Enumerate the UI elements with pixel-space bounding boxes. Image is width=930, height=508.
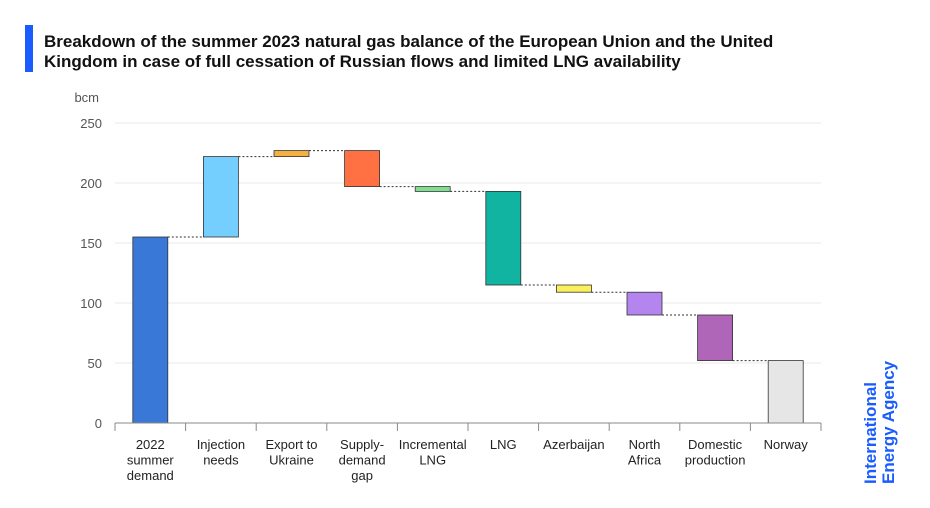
x-category-label: Norway (764, 437, 809, 452)
iea-logo-text: International Energy Agency (861, 360, 898, 484)
waterfall-bar (273, 150, 310, 158)
waterfall-bar (556, 284, 592, 293)
y-tick-label: 200 (80, 176, 102, 191)
x-axis-labels: 2022 summer demand Injection needs Export to U… (127, 437, 808, 483)
waterfall-bar (414, 186, 451, 192)
chart-title: Breakdown of the summer 2023 natural gas… (44, 32, 774, 71)
waterfall-bar (767, 360, 804, 424)
y-tick-label: 50 (88, 356, 102, 371)
y-axis-ticks: 0 50 100 150 200 250 (80, 116, 102, 431)
x-category-label: Incremental LNG (399, 437, 467, 468)
x-category-label: 2022 summer demand (127, 437, 175, 483)
brand-line-1: International (861, 381, 880, 484)
waterfall-bar (485, 190, 522, 286)
waterfall-bar (132, 236, 169, 424)
x-category-label: Injection needs (197, 437, 245, 468)
connector-lines (167, 150, 769, 362)
x-category-label: Domestic production (685, 437, 746, 468)
x-category-label: Export to Ukraine (265, 437, 317, 468)
x-category-label: North Africa (628, 437, 662, 468)
x-category-label: Supply-demand gap (339, 437, 386, 483)
y-tick-label: 250 (80, 116, 102, 131)
waterfall-bar (626, 291, 663, 316)
waterfall-bar (697, 314, 733, 361)
title-accent-bar (25, 25, 33, 72)
x-axis (114, 422, 822, 431)
y-axis-unit-label: bcm (74, 90, 99, 105)
waterfall-bar (344, 150, 381, 188)
y-tick-label: 100 (80, 296, 102, 311)
waterfall-bar (202, 156, 239, 238)
bars (132, 150, 804, 424)
y-tick-label: 150 (80, 236, 102, 251)
x-category-label: Azerbaijan (543, 437, 604, 452)
gridlines (115, 122, 821, 364)
x-category-label: LNG (490, 437, 517, 452)
y-tick-label: 0 (95, 416, 102, 431)
brand-line-2: Energy Agency (879, 360, 898, 484)
